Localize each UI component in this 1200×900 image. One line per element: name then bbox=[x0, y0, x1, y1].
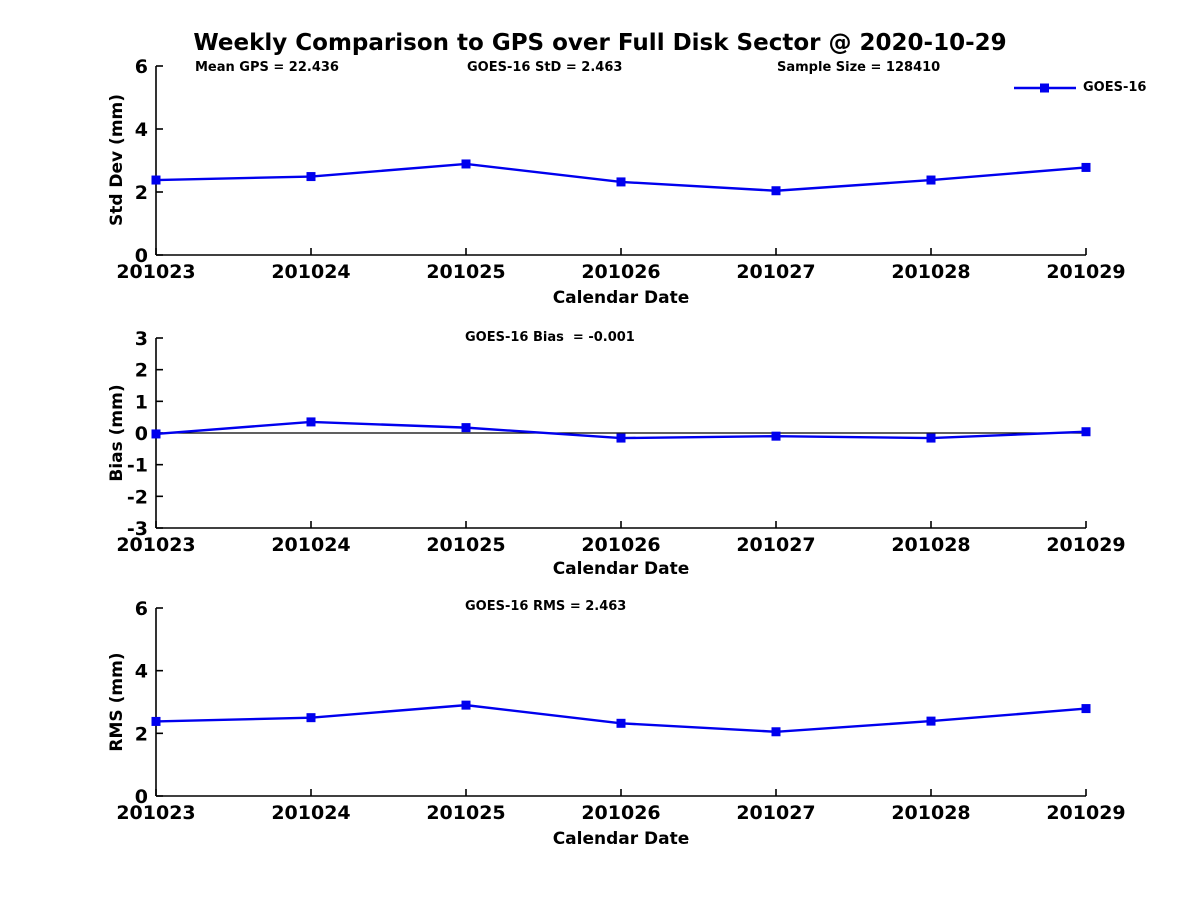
data-point-marker bbox=[926, 716, 936, 726]
x-axis-label-3: Calendar Date bbox=[552, 829, 690, 849]
data-point-marker bbox=[1081, 162, 1091, 172]
svg-text:1: 1 bbox=[135, 391, 148, 413]
annotation-bias: GOES-16 Bias = -0.001 bbox=[465, 330, 635, 345]
data-point-marker bbox=[151, 175, 161, 185]
y-axis-label-stddev: Std Dev (mm) bbox=[107, 93, 127, 227]
data-point-marker bbox=[306, 713, 316, 723]
svg-text:201024: 201024 bbox=[271, 261, 350, 283]
svg-text:201026: 201026 bbox=[581, 802, 660, 824]
svg-text:201023: 201023 bbox=[116, 802, 195, 824]
svg-text:201026: 201026 bbox=[581, 261, 660, 283]
svg-text:4: 4 bbox=[135, 119, 148, 141]
svg-text:-1: -1 bbox=[127, 455, 148, 477]
svg-text:0: 0 bbox=[135, 786, 148, 808]
data-point-marker bbox=[1081, 704, 1091, 714]
data-point-marker bbox=[461, 159, 471, 169]
legend: GOES-16 bbox=[1014, 80, 1146, 95]
svg-text:201024: 201024 bbox=[271, 534, 350, 556]
svg-text:201023: 201023 bbox=[116, 261, 195, 283]
data-point-marker bbox=[151, 429, 161, 439]
x-axis-label-1: Calendar Date bbox=[552, 288, 690, 308]
data-point-marker bbox=[461, 423, 471, 433]
data-point-marker bbox=[771, 431, 781, 441]
annotation-mean-gps: Mean GPS = 22.436 bbox=[195, 60, 339, 75]
chart-title: Weekly Comparison to GPS over Full Disk … bbox=[193, 30, 1007, 56]
svg-text:201028: 201028 bbox=[891, 534, 970, 556]
svg-text:-3: -3 bbox=[127, 518, 148, 540]
subplot-1: 0 2 4 6 201023 201024 201025 201026 201027 201028… bbox=[116, 56, 1125, 283]
data-point-marker bbox=[926, 433, 936, 443]
data-point-marker bbox=[461, 700, 471, 710]
y-axis-label-rms: RMS (mm) bbox=[107, 652, 127, 752]
svg-text:0: 0 bbox=[135, 423, 148, 445]
svg-text:2: 2 bbox=[135, 360, 148, 382]
svg-text:2: 2 bbox=[135, 723, 148, 745]
series-line-GOES-16 bbox=[155, 162, 1087, 192]
data-point-marker bbox=[151, 716, 161, 726]
svg-text:201028: 201028 bbox=[891, 802, 970, 824]
svg-text:201027: 201027 bbox=[736, 534, 815, 556]
svg-text:201029: 201029 bbox=[1046, 261, 1125, 283]
data-point-marker bbox=[306, 417, 316, 427]
data-point-marker bbox=[616, 433, 626, 443]
svg-text:6: 6 bbox=[135, 56, 148, 78]
data-point-marker bbox=[771, 186, 781, 196]
legend-line-marker-icon bbox=[1014, 82, 1076, 94]
x-axis-label-2: Calendar Date bbox=[552, 559, 690, 579]
y-axis-label-bias: Bias (mm) bbox=[107, 384, 127, 482]
svg-text:201029: 201029 bbox=[1046, 802, 1125, 824]
svg-text:201029: 201029 bbox=[1046, 534, 1125, 556]
svg-text:2: 2 bbox=[135, 182, 148, 204]
annotation-sample-size: Sample Size = 128410 bbox=[777, 60, 941, 75]
svg-text:-2: -2 bbox=[127, 486, 148, 508]
subplot-3: 0 2 4 6 201023 201024 201025 201026 201027 201028… bbox=[116, 598, 1125, 824]
svg-text:0: 0 bbox=[135, 245, 148, 267]
svg-text:201027: 201027 bbox=[736, 261, 815, 283]
svg-text:201028: 201028 bbox=[891, 261, 970, 283]
data-point-marker bbox=[616, 177, 626, 187]
svg-text:3: 3 bbox=[135, 328, 148, 350]
svg-text:201023: 201023 bbox=[116, 534, 195, 556]
data-point-marker bbox=[926, 175, 936, 185]
subplot-2: -3 -2 -1 0 1 2 3 201023 201024 201025 201026 201027… bbox=[116, 328, 1125, 556]
data-point-marker bbox=[306, 172, 316, 182]
svg-text:4: 4 bbox=[135, 661, 148, 683]
annotation-std: GOES-16 StD = 2.463 bbox=[467, 60, 623, 75]
svg-text:201026: 201026 bbox=[581, 534, 660, 556]
svg-text:201025: 201025 bbox=[426, 534, 505, 556]
svg-text:201025: 201025 bbox=[426, 802, 505, 824]
data-point-marker bbox=[1081, 427, 1091, 437]
svg-text:201024: 201024 bbox=[271, 802, 350, 824]
annotation-rms: GOES-16 RMS = 2.463 bbox=[465, 599, 627, 614]
svg-text:6: 6 bbox=[135, 598, 148, 620]
data-point-marker bbox=[771, 727, 781, 737]
svg-text:201027: 201027 bbox=[736, 802, 815, 824]
svg-text:201025: 201025 bbox=[426, 261, 505, 283]
data-point-marker bbox=[616, 718, 626, 728]
legend-label: GOES-16 bbox=[1083, 80, 1147, 95]
